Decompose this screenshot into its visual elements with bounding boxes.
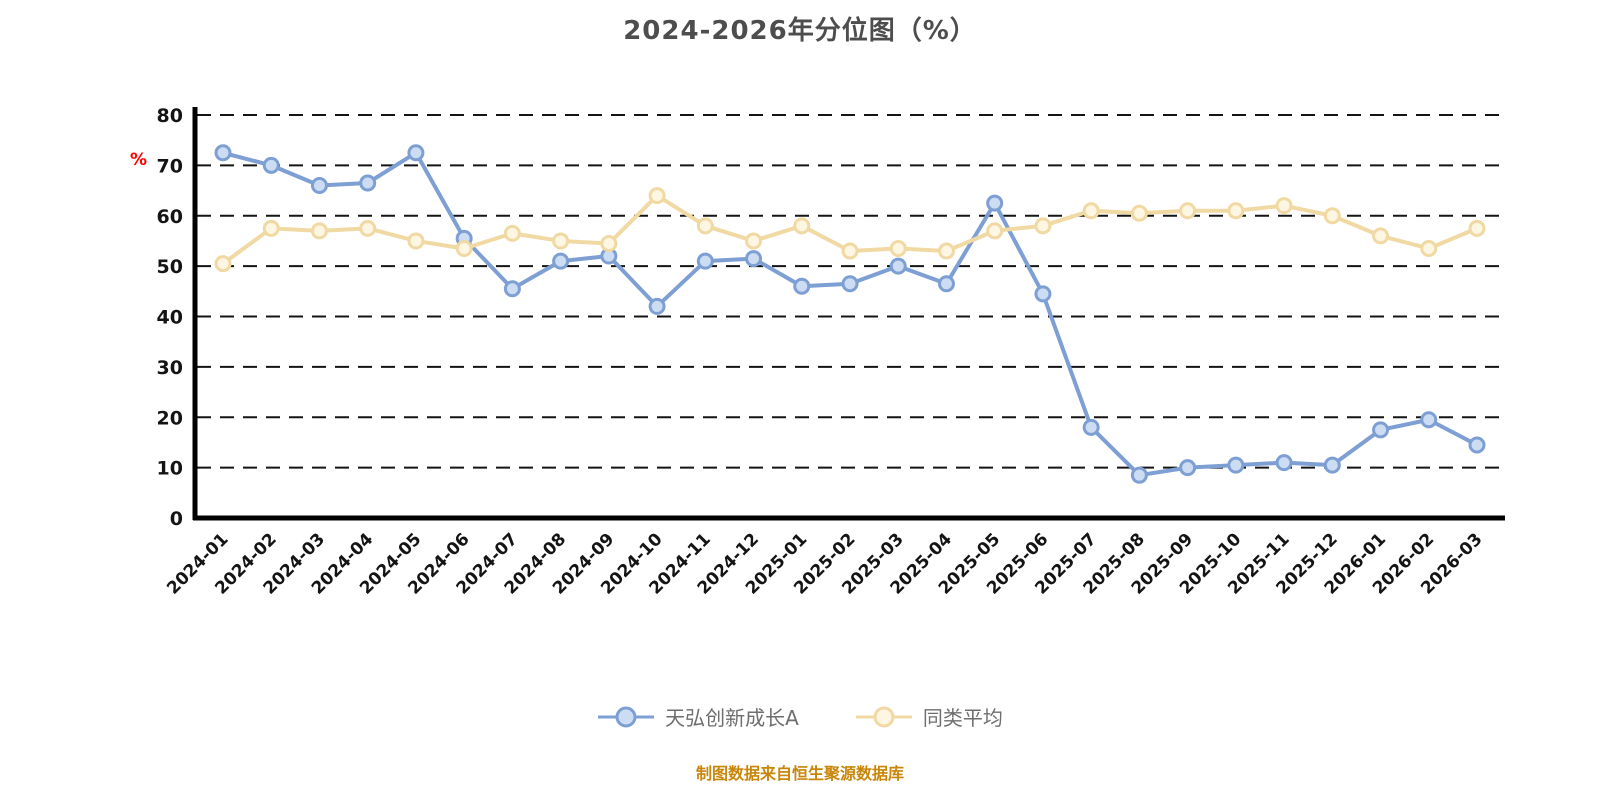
svg-text:10: 10 [157,458,183,480]
svg-text:80: 80 [157,105,183,127]
data-source-caption: 制图数据来自恒生聚源数据库 [695,764,904,783]
chart-legend: 天弘创新成长A 同类平均 [0,702,1600,731]
svg-text:20: 20 [157,407,183,429]
svg-text:0: 0 [170,508,183,530]
svg-text:70: 70 [157,155,183,177]
line-chart-canvas: 010203040506070802024-012024-022024-0320… [157,105,1505,599]
legend-item-category-average[interactable]: 同类平均 [855,702,1003,731]
svg-text:40: 40 [157,307,183,329]
legend-item-fund[interactable]: 天弘创新成长A [597,702,799,731]
fund-series-marker-icon [598,706,655,727]
y-axis-unit-label: % [130,150,148,170]
category-average-series-marker-icon [855,706,912,727]
legend-label-category-average: 同类平均 [922,706,1003,730]
svg-text:30: 30 [157,357,183,379]
chart-title: 2024-2026年分位图（%） [623,16,977,46]
legend-label-fund: 天弘创新成长A [665,706,799,730]
svg-text:60: 60 [157,206,183,228]
svg-text:50: 50 [157,256,183,278]
